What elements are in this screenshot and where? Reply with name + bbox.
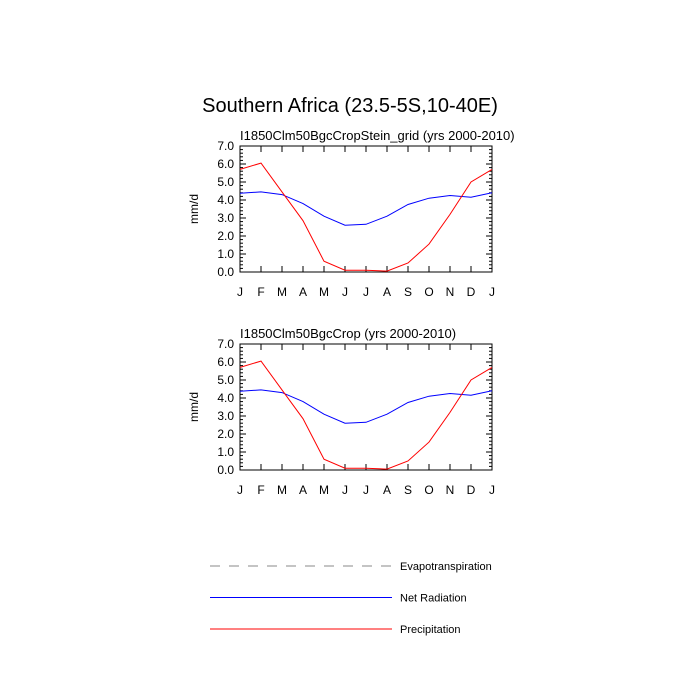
y-tick-label: 2.0 [217,427,234,441]
y-tick-label: 5.0 [217,175,234,189]
series-line-precipitation [239,162,493,272]
x-tick-label: M [319,483,329,497]
x-tick-label: A [299,285,307,299]
x-tick-label: J [489,285,495,299]
panel-1: I1850Clm50BgcCropStein_grid (yrs 2000-20… [187,128,515,299]
y-axis-label: mm/d [187,194,201,224]
panel-title: I1850Clm50BgcCropStein_grid (yrs 2000-20… [240,128,515,143]
x-tick-label: S [404,483,412,497]
x-tick-label: S [404,285,412,299]
x-tick-label: J [363,483,369,497]
x-tick-label: D [467,285,476,299]
figure-title: Southern Africa (23.5-5S,10-40E) [202,95,498,117]
series-line-net-radiation [239,389,493,424]
legend-item: Evapotranspiration [210,561,492,573]
y-tick-label: 0.0 [217,463,234,477]
series-line-net-radiation [239,191,493,226]
x-tick-label: J [363,285,369,299]
x-tick-label: J [342,285,348,299]
x-tick-label: N [446,483,455,497]
legend-item: Net Radiation [210,593,467,605]
y-tick-label: 3.0 [217,409,234,423]
x-tick-label: M [319,285,329,299]
y-tick-label: 1.0 [217,445,234,459]
x-tick-label: O [424,483,433,497]
legend-label: Net Radiation [400,593,467,605]
x-tick-label: A [299,483,307,497]
y-tick-label: 1.0 [217,247,234,261]
x-tick-label: M [277,285,287,299]
x-tick-label: J [237,483,243,497]
x-tick-label: J [342,483,348,497]
plot-frame [239,343,493,471]
x-tick-label: J [237,285,243,299]
x-tick-label: F [257,285,264,299]
x-tick-label: D [467,483,476,497]
y-axis-label: mm/d [187,392,201,422]
legend-label: Precipitation [400,624,461,636]
y-tick-label: 0.0 [217,265,234,279]
y-tick-label: 4.0 [217,193,234,207]
x-tick-label: N [446,285,455,299]
panel-2: I1850Clm50BgcCrop (yrs 2000-2010) 0.0 1.0 2… [187,326,495,497]
x-tick-label: A [383,285,391,299]
legend: Evapotranspiration Net Radiation Precipita… [210,561,492,636]
y-tick-label: 5.0 [217,373,234,387]
y-tick-label: 4.0 [217,391,234,405]
legend-label: Evapotranspiration [400,561,492,573]
y-tick-label: 7.0 [217,337,234,351]
x-tick-label: M [277,483,287,497]
y-tick-label: 3.0 [217,211,234,225]
y-tick-label: 7.0 [217,139,234,153]
y-tick-label: 6.0 [217,355,234,369]
panels: I1850Clm50BgcCropStein_grid (yrs 2000-20… [187,128,515,497]
y-tick-label: 2.0 [217,229,234,243]
x-tick-label: F [257,483,264,497]
panel-title: I1850Clm50BgcCrop (yrs 2000-2010) [240,326,456,341]
x-tick-label: O [424,285,433,299]
plot-frame [239,145,493,273]
x-tick-label: A [383,483,391,497]
legend-item: Precipitation [210,624,461,636]
x-tick-label: J [489,483,495,497]
y-tick-label: 6.0 [217,157,234,171]
series-line-precipitation [239,360,493,470]
